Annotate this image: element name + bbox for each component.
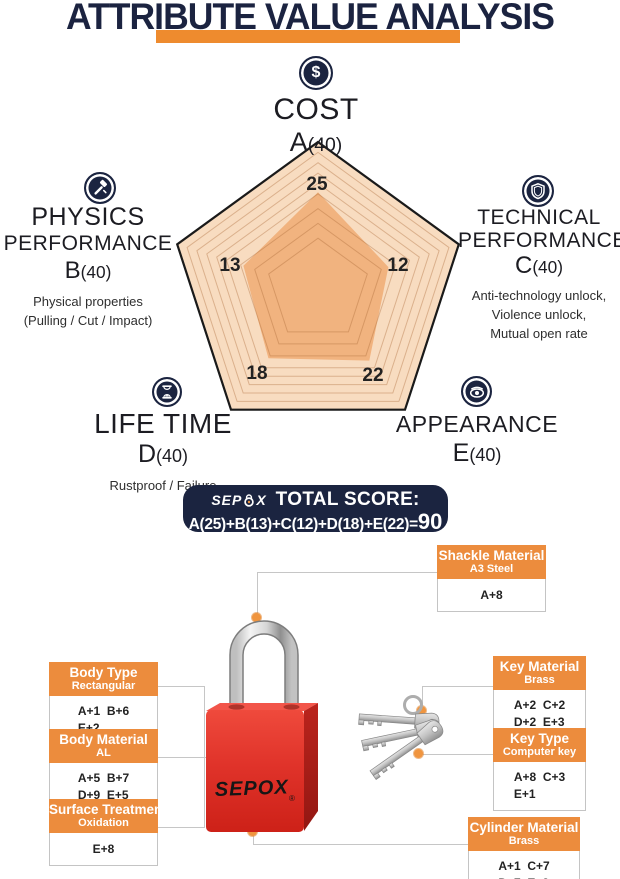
axis-name-technical-2: PERFORMANCE bbox=[458, 229, 620, 252]
connector-dot bbox=[414, 749, 423, 758]
lock-side-face bbox=[304, 703, 318, 831]
dollar-icon: $ bbox=[299, 56, 333, 90]
axis-name-appearance: APPEARANCE bbox=[395, 411, 559, 437]
axis-name-lifetime: LIFE TIME bbox=[94, 408, 232, 439]
score-total-value: 90 bbox=[417, 509, 443, 534]
key bbox=[369, 720, 444, 780]
callout-subtitle: A3 Steel bbox=[469, 563, 514, 575]
axis-max-D: (40) bbox=[156, 446, 189, 466]
title-underline-bar bbox=[156, 30, 460, 43]
callout-surface-treatment: Surface Treatment Oxidation E+8 bbox=[49, 799, 167, 866]
total-score-label: TOTAL SCORE: bbox=[275, 489, 420, 510]
radar-value-E: 22 bbox=[362, 365, 383, 386]
lock-top-face bbox=[206, 703, 318, 711]
callout-title: Shackle Material bbox=[438, 548, 545, 563]
callout-subtitle: Computer key bbox=[502, 746, 577, 758]
axis-label-lifetime: LIFE TIME D(40) Rustproof / Failure bbox=[73, 408, 253, 495]
hourglass-icon bbox=[152, 377, 182, 407]
connector-line bbox=[253, 844, 468, 845]
radar-data-polygon bbox=[243, 192, 389, 361]
score-formula: A(25)+B(13)+C(12)+D(18)+E(22)= bbox=[188, 516, 419, 533]
lock-brand-text: SEPOX bbox=[214, 776, 289, 801]
callout-subtitle: Rectangular bbox=[71, 680, 136, 692]
keys-image bbox=[358, 695, 444, 780]
connector-line bbox=[158, 686, 205, 687]
radar-value-A: 25 bbox=[306, 174, 328, 195]
axis-letter-B: B bbox=[64, 257, 81, 284]
axis-max-A: (40) bbox=[307, 134, 343, 156]
axis-name-physics-1: PHYSICS bbox=[31, 203, 145, 231]
callout-shackle-material: Shackle Material A3 Steel A+8 bbox=[437, 545, 546, 612]
radar-chart: 25 12 22 18 13 bbox=[175, 140, 461, 411]
callout-key-material: Key Material Brass A+2 C+2 D+2 E+3 bbox=[493, 656, 586, 739]
callout-values: E+8 bbox=[92, 842, 115, 856]
radar-value-C: 12 bbox=[387, 255, 408, 276]
axis-label-physics: PHYSICS PERFORMANCE B(40) Physical prope… bbox=[0, 204, 176, 330]
callout-values: A+2 C+2 D+2 E+3 bbox=[513, 698, 566, 729]
key-ring bbox=[403, 695, 423, 715]
axis-name-physics-2: PERFORMANCE bbox=[3, 232, 173, 255]
callout-values: A+1 C+7D+7 E+3 bbox=[498, 859, 550, 879]
axis-letter-A: A bbox=[289, 127, 308, 157]
connector-line bbox=[422, 686, 493, 687]
shield-icon bbox=[522, 175, 554, 207]
connector-line bbox=[257, 572, 437, 573]
lock-body bbox=[206, 710, 304, 832]
connector-dot bbox=[417, 706, 426, 715]
callout-subtitle: Brass bbox=[524, 674, 555, 686]
lock-icon bbox=[244, 494, 255, 507]
hammer-icon bbox=[84, 172, 116, 204]
callout-title: Key Type bbox=[509, 731, 570, 746]
axis-name-cost: COST bbox=[273, 93, 359, 126]
connector-line bbox=[158, 827, 205, 828]
axis-max-C: (40) bbox=[532, 257, 564, 277]
total-score-bar: SEP X TOTAL SCORE: A(25)+B(13)+C(12)+D(18… bbox=[183, 485, 448, 534]
connector-line bbox=[158, 757, 238, 758]
connector-line bbox=[422, 686, 423, 710]
callout-subtitle: Brass bbox=[508, 835, 540, 847]
callout-values: A+8 bbox=[480, 588, 503, 602]
callout-subtitle: AL bbox=[96, 747, 111, 759]
axis-name-technical-1: TECHNICAL bbox=[477, 206, 601, 229]
eye-icon bbox=[461, 376, 492, 407]
connector-line bbox=[421, 754, 493, 755]
callout-subtitle: Oxidation bbox=[78, 817, 129, 829]
callout-title: Cylinder Material bbox=[469, 820, 579, 835]
connector-line bbox=[257, 572, 258, 614]
callout-title: Key Material bbox=[499, 659, 580, 674]
axis-desc-technical: Anti-technology unlock, Violence unlock,… bbox=[471, 288, 607, 341]
axis-letter-C: C bbox=[514, 252, 533, 279]
axis-letter-D: D bbox=[137, 440, 157, 468]
callout-values: A+8 C+3 E+1 bbox=[513, 770, 566, 801]
connector-dot bbox=[252, 613, 261, 622]
lock-reg-mark: ® bbox=[289, 794, 295, 803]
radar-value-D: 18 bbox=[246, 363, 267, 384]
callout-key-type: Key Type Computer key A+8 C+3 E+1 bbox=[493, 728, 586, 811]
axis-max-B: (40) bbox=[80, 262, 112, 282]
axis-max-E: (40) bbox=[469, 445, 502, 465]
axis-desc-physics: Physical properties (Pulling / Cut / Imp… bbox=[23, 294, 153, 328]
padlock-image: SEPOX ® bbox=[206, 620, 318, 832]
sepox-logo: SEP X bbox=[211, 492, 267, 508]
axis-letter-E: E bbox=[452, 439, 470, 467]
axis-label-technical: TECHNICAL PERFORMANCE C(40) Anti-technol… bbox=[458, 206, 620, 343]
axis-label-cost: COST A(40) bbox=[216, 93, 416, 160]
connector-line bbox=[253, 832, 254, 844]
radar-grid-rings bbox=[186, 151, 450, 402]
radar-value-B: 13 bbox=[219, 255, 240, 276]
callout-values: A+5 B+7 D+9 E+5 bbox=[77, 771, 130, 802]
callout-title: Surface Treatment bbox=[49, 802, 167, 817]
callout-title: Body Material bbox=[59, 732, 148, 747]
axis-label-appearance: APPEARANCE E(40) bbox=[387, 410, 567, 470]
callout-title: Body Type bbox=[69, 665, 138, 680]
